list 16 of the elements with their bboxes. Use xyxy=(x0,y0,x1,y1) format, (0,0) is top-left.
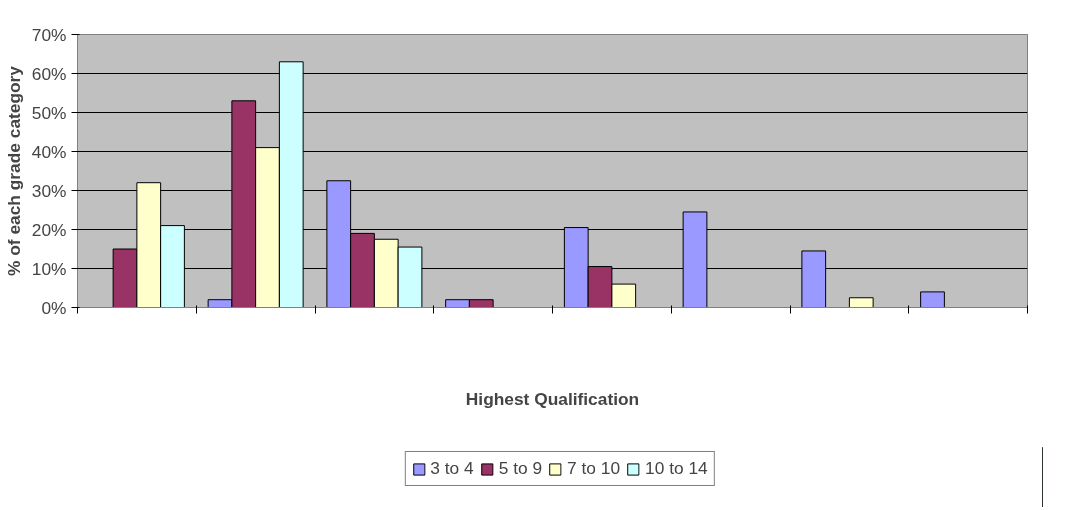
y-tick-label: 20% xyxy=(31,219,67,240)
y-axis-title: % of each grade category xyxy=(3,65,24,276)
y-tick-label: 60% xyxy=(31,63,67,84)
y-tick-label: 0% xyxy=(41,297,67,318)
legend-label: 7 to 10 xyxy=(567,458,621,479)
x-axis-title: Highest Qualification xyxy=(465,388,640,409)
legend-label: 10 to 14 xyxy=(645,458,708,479)
y-tick-label: 10% xyxy=(31,258,67,279)
y-tick-label: 50% xyxy=(31,102,67,123)
legend-label: 5 to 9 xyxy=(498,458,543,479)
legend-label: 3 to 4 xyxy=(430,458,474,479)
y-tick-label: 70% xyxy=(31,24,67,45)
bar xyxy=(848,297,874,308)
y-tick-label: 30% xyxy=(31,180,67,201)
bar xyxy=(920,291,945,308)
y-tick-label: 40% xyxy=(31,141,67,162)
